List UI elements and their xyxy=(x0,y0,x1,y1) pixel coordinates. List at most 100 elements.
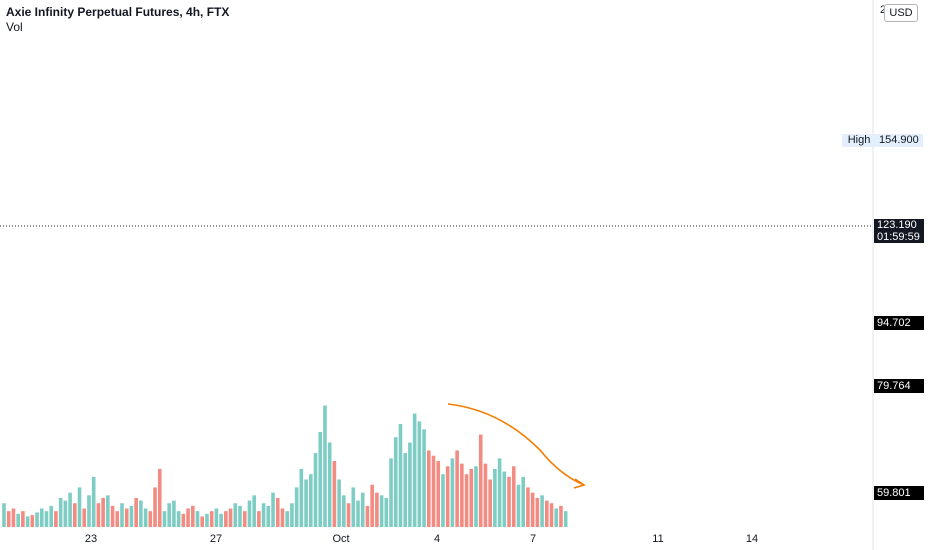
volume-bar xyxy=(271,492,275,527)
volume-bars xyxy=(2,405,568,527)
volume-bar xyxy=(87,495,91,527)
volume-bar xyxy=(134,497,138,527)
volume-bar xyxy=(412,413,417,527)
high-value: 154.900 xyxy=(876,134,923,147)
volume-bar xyxy=(408,442,412,527)
volume-bar xyxy=(356,500,360,527)
current-price-tag: 123.190 01:59:59 xyxy=(874,219,924,243)
drawings-layer xyxy=(447,403,586,489)
volume-bar xyxy=(351,487,356,527)
volume-bar xyxy=(106,495,110,527)
volume-bar xyxy=(167,503,171,527)
level-tag-59: 59.801 xyxy=(874,486,924,500)
volume-bar xyxy=(115,511,120,527)
volume-bar xyxy=(44,511,49,527)
volume-bar xyxy=(176,511,181,527)
volume-bar xyxy=(384,497,389,527)
volume-bar xyxy=(563,511,568,527)
volume-bar xyxy=(124,508,129,527)
volume-bar xyxy=(375,492,379,527)
volume-bar xyxy=(549,503,554,527)
volume-bar xyxy=(247,500,252,527)
volume-bar xyxy=(427,450,431,527)
volume-bar xyxy=(77,487,82,527)
volume-bar xyxy=(252,495,256,527)
volume-bar xyxy=(304,479,308,527)
volume-bar xyxy=(507,476,511,527)
currency-button[interactable]: USD xyxy=(884,4,918,22)
volume-bar xyxy=(30,515,35,527)
volume-bar xyxy=(559,505,563,527)
volume-bar xyxy=(275,497,280,527)
volume-bar xyxy=(162,511,167,527)
volume-bar xyxy=(35,512,39,527)
volume-bar xyxy=(493,468,497,527)
volume-bar xyxy=(186,508,190,527)
volume-bar xyxy=(431,455,436,527)
volume-bar xyxy=(318,431,323,527)
volume-bar xyxy=(129,505,134,527)
volume-bar xyxy=(521,476,525,527)
volume-bar xyxy=(2,503,6,527)
volume-bar xyxy=(153,487,157,527)
volume-bar xyxy=(360,492,365,527)
volume-bar xyxy=(257,511,261,527)
volume-bar xyxy=(540,495,544,527)
volume-bar xyxy=(417,421,422,527)
volume-bar xyxy=(511,466,516,527)
volume-bar xyxy=(346,503,351,527)
volume-bar xyxy=(422,429,426,527)
volume-bar xyxy=(545,500,549,527)
volume-bar xyxy=(450,458,455,527)
bar-countdown: 01:59:59 xyxy=(877,231,920,243)
volume-bar xyxy=(460,463,464,527)
volume-bar xyxy=(474,466,478,527)
volume-bar xyxy=(403,453,407,527)
volume-bar xyxy=(120,503,124,527)
volume-bar xyxy=(497,458,502,527)
volume-bar xyxy=(209,511,214,527)
volume-bar xyxy=(370,484,374,527)
volume-bar xyxy=(242,511,247,527)
volume-down-arrow[interactable] xyxy=(447,403,585,486)
volume-bar xyxy=(25,516,30,527)
volume-bar xyxy=(139,500,143,527)
volume-bar xyxy=(266,505,271,527)
current-price-value: 123.190 xyxy=(877,219,917,231)
volume-bar xyxy=(39,508,44,527)
volume-bar xyxy=(478,434,483,527)
volume-bar xyxy=(337,479,341,527)
volume-bar xyxy=(516,484,521,527)
volume-bar xyxy=(21,511,25,527)
volume-bar xyxy=(91,476,96,527)
volume-bar xyxy=(554,508,559,527)
volume-bar xyxy=(445,466,450,527)
arrow-head xyxy=(573,478,586,489)
volume-bar xyxy=(261,503,266,527)
volume-bar xyxy=(11,508,16,527)
high-label: High xyxy=(842,134,876,147)
time-axis-label: 7 xyxy=(530,533,536,545)
volume-bar xyxy=(469,468,474,527)
volume-bar xyxy=(6,511,11,527)
volume-bar xyxy=(233,503,238,527)
time-axis-label: 4 xyxy=(434,533,440,545)
volume-bar xyxy=(191,505,195,527)
volume-bar xyxy=(228,508,233,527)
volume-bar xyxy=(224,511,228,527)
volume-bar xyxy=(110,505,115,527)
volume-bar xyxy=(96,503,101,527)
volume-bar xyxy=(441,474,445,527)
volume-bar xyxy=(68,492,72,527)
volume-bar xyxy=(49,505,53,527)
volume-bar xyxy=(398,424,403,527)
volume-bar xyxy=(483,463,488,527)
level-tag-94: 94.702 xyxy=(874,316,924,330)
volume-bar xyxy=(389,458,393,527)
volume-bar xyxy=(172,500,176,527)
volume-bar xyxy=(530,492,535,527)
volume-bar xyxy=(327,442,332,527)
volume-bar xyxy=(502,471,507,527)
time-axis[interactable]: 23 27 Oct 4 7 11 14 xyxy=(85,533,758,545)
